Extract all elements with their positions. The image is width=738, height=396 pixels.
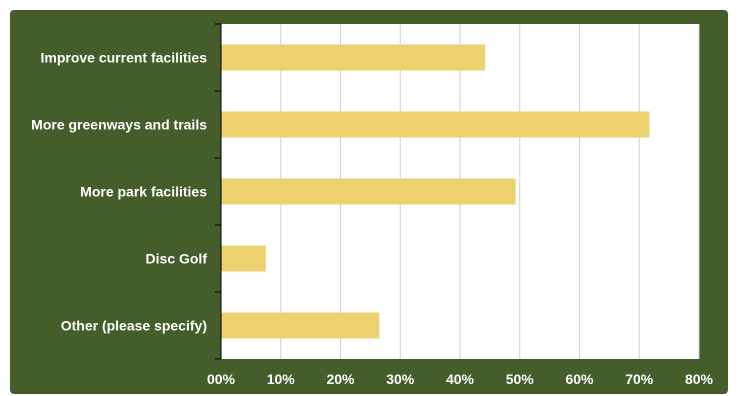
category-label: More greenways and trails	[31, 117, 207, 133]
x-tick-label: 00%	[207, 371, 236, 387]
category-label: More park facilities	[80, 184, 207, 200]
axes	[215, 23, 222, 360]
bar	[221, 245, 266, 272]
x-tick-label: 60%	[565, 371, 594, 387]
category-label: Disc Golf	[146, 251, 208, 267]
x-tick-label: 20%	[326, 371, 355, 387]
bar	[221, 178, 516, 205]
bar-chart: 00% 10% 20% 30% 40% 50% 60% 70% 80% Improve curre…	[31, 23, 714, 388]
bar	[221, 44, 486, 71]
bars	[221, 44, 650, 339]
bar	[221, 312, 380, 339]
x-tick-label: 80%	[685, 371, 714, 387]
category-label: Other (please specify)	[61, 318, 207, 334]
x-tick-label: 10%	[267, 371, 296, 387]
x-tick-label: 50%	[506, 371, 535, 387]
category-label: Improve current facilities	[40, 50, 207, 66]
x-tick-label: 40%	[446, 371, 475, 387]
x-tick-label: 30%	[386, 371, 415, 387]
bar	[221, 111, 650, 138]
labels: 00% 10% 20% 30% 40% 50% 60% 70% 80% Improve curre…	[31, 50, 713, 388]
chart-frame: 00% 10% 20% 30% 40% 50% 60% 70% 80% Improve curre…	[10, 10, 728, 394]
x-tick-label: 70%	[625, 371, 654, 387]
